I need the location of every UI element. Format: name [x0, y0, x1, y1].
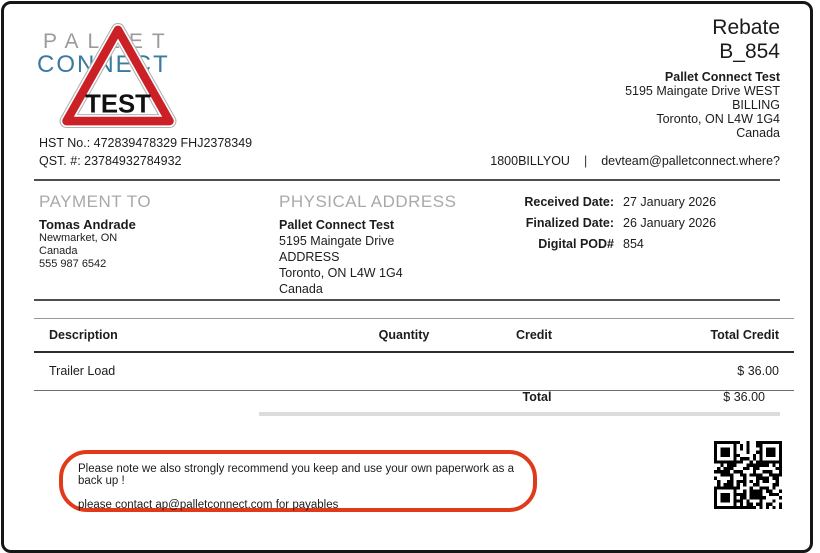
hst-number: HST No.: 472839478329 FHJ2378349 — [39, 136, 253, 150]
payee-name: Tomas Andrade — [39, 217, 136, 232]
cell-quantity — [334, 352, 474, 391]
divider — [34, 179, 780, 181]
col-credit: Credit — [474, 318, 594, 353]
physical-address-title: PHYSICAL ADDRESS — [279, 192, 457, 211]
digital-pod-label: Digital POD# — [538, 237, 614, 251]
payee-line: Newmarket, ON — [39, 232, 118, 244]
payee-line: Canada — [39, 245, 78, 257]
total-value: $ 36.00 — [723, 390, 765, 404]
finalized-date-label: Finalized Date: — [525, 216, 614, 230]
company-address-line: Toronto, ON L4W 1G4 — [656, 112, 780, 126]
cell-description: Trailer Load — [34, 352, 334, 391]
physical-address-section: PHYSICAL ADDRESS Pallet Connect Test 519… — [279, 192, 499, 297]
col-total-credit: Total Credit — [594, 318, 794, 353]
company-name: Pallet Connect Test — [664, 70, 780, 84]
total-row: Total $ 36.00 — [259, 382, 780, 412]
digital-pod-value: 854 — [623, 237, 644, 251]
items-table: Description Quantity Credit Total Credit… — [34, 318, 794, 391]
cell-total-credit: $ 36.00 — [594, 352, 794, 391]
note-line-2: please contact ap@palletconnect.com for … — [78, 499, 339, 511]
col-quantity: Quantity — [334, 318, 474, 353]
warning-triangle-icon: TEST — [59, 22, 177, 129]
contact-email: devteam@palletconnect.where? — [601, 154, 780, 168]
company-address-line: 5195 Maingate Drive WEST — [625, 84, 780, 98]
physical-name: Pallet Connect Test — [279, 218, 395, 232]
tax-numbers: HST No.: 472839478329 FHJ2378349 QST. #:… — [39, 134, 252, 170]
table-row: Trailer Load $ 36.00 — [34, 352, 794, 391]
physical-line: Canada — [279, 282, 323, 296]
received-date-value: 27 January 2026 — [623, 195, 717, 209]
qr-code — [714, 441, 782, 509]
company-logo: PALLET CONNECT TEST — [37, 18, 197, 130]
note-line-1: Please note we also strongly recommend y… — [78, 463, 514, 487]
doc-type: Rebate — [712, 16, 780, 39]
total-label: Total — [522, 390, 552, 404]
digital-pod-row: Digital POD# 854 — [502, 237, 780, 251]
qst-number: QST. #: 23784932784932 — [39, 154, 182, 168]
cell-credit — [474, 352, 594, 391]
logo-test-text: TEST — [85, 90, 151, 118]
physical-line: Toronto, ON L4W 1G4 — [279, 266, 403, 280]
payment-to-section: PAYMENT TO Tomas Andrade Newmarket, ON C… — [39, 192, 249, 271]
table-header-row: Description Quantity Credit Total Credit — [34, 318, 794, 353]
finalized-date-row: Finalized Date: 26 January 2026 — [502, 216, 780, 230]
received-date-row: Received Date: 27 January 2026 — [502, 195, 780, 209]
col-description: Description — [34, 318, 334, 353]
divider — [34, 299, 780, 301]
payee-line: 555 987 6542 — [39, 258, 107, 270]
doc-number: B_854 — [719, 40, 780, 63]
company-address-line: Canada — [736, 126, 780, 140]
contact-line: 1800BILLYOU | devteam@palletconnect.where? — [490, 154, 780, 168]
physical-line: 5195 Maingate Drive — [279, 234, 395, 248]
contact-phone: 1800BILLYOU — [490, 154, 570, 168]
received-date-label: Received Date: — [524, 195, 614, 209]
total-underline — [259, 412, 780, 416]
document-details: Received Date: 27 January 2026 Finalized… — [502, 195, 780, 258]
company-address-line: BILLING — [732, 98, 780, 112]
physical-line: ADDRESS — [279, 250, 340, 264]
document-heading: Rebate B_854 Pallet Connect Test 5195 Ma… — [625, 16, 780, 140]
footer-note-box: Please note we also strongly recommend y… — [59, 450, 537, 512]
payment-to-title: PAYMENT TO — [39, 192, 152, 211]
contact-separator: | — [583, 154, 588, 168]
finalized-date-value: 26 January 2026 — [623, 216, 717, 230]
